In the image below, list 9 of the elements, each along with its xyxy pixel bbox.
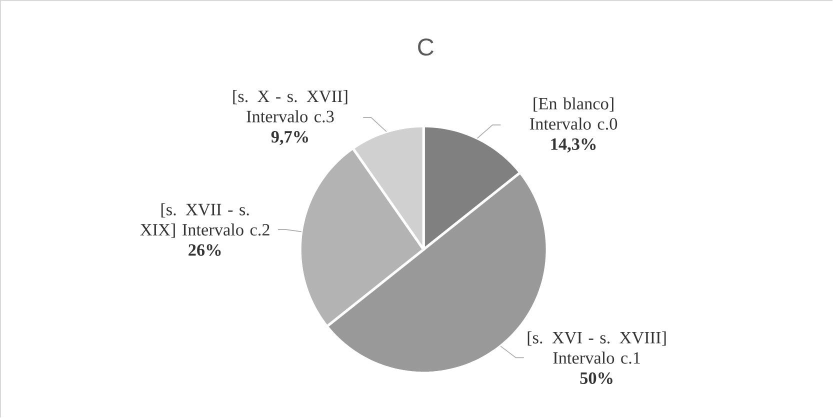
slice-label: [En blanco] Intervalo c.0 <box>530 97 618 130</box>
slice-label: [s. X - s. XVII] Intervalo c.3 <box>233 90 348 122</box>
chart-title: C <box>418 38 434 56</box>
slice-label: [s. XVII - s. XIX] Intervalo c.2 <box>140 203 270 238</box>
data-label: 26% <box>188 244 221 256</box>
data-label: 9,7% <box>271 131 308 146</box>
data-label: 50% <box>580 372 612 384</box>
slice-label: [s. XVI - s. XVIII] Intervalo c.1 <box>528 331 666 364</box>
data-label: 14,3% <box>551 138 596 152</box>
